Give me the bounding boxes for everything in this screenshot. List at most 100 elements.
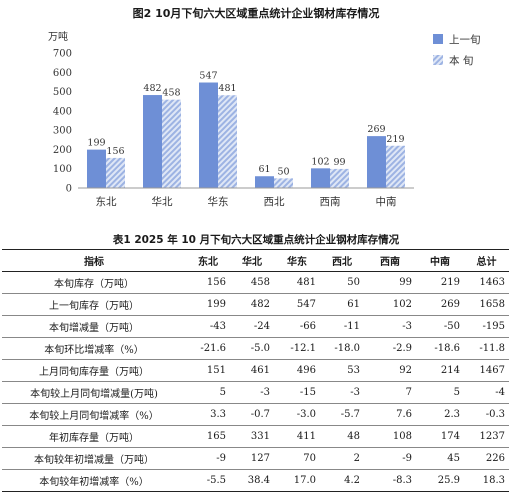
table-cell: 7 [364, 381, 416, 404]
table-cell: -66 [274, 315, 320, 338]
bar-curr [330, 168, 349, 188]
table-cell: -8.3 [364, 469, 416, 492]
legend-swatch [433, 34, 443, 44]
data-label: 482 [143, 83, 161, 94]
table-cell: 7.6 [364, 403, 416, 426]
table-cell: -5.0 [230, 337, 274, 360]
table-row: 本旬环比增减率（%） -21.6 -5.0 -12.1 -18.0 -2.9 -18.6 -1… [2, 337, 509, 360]
row-label: 本旬环比增减率（%） [2, 337, 186, 360]
table-header-indicator: 指标 [2, 249, 186, 272]
table-cell: 53 [320, 359, 364, 382]
row-label: 本旬较年初增减量（万吨） [2, 447, 186, 470]
table-cell: 1467 [464, 359, 509, 382]
table-cell: 4.2 [320, 469, 364, 492]
data-label: 61 [258, 164, 270, 175]
y-tick-label: 500 [53, 87, 72, 98]
table-cell: 214 [416, 359, 464, 382]
x-tick-label: 华北 [152, 195, 173, 208]
row-label: 本旬较年初增减率（%） [2, 469, 186, 492]
table-title: 表1 2025 年 10 月下旬六大区域重点统计企业钢材库存情况 [112, 234, 400, 246]
table-cell: 481 [274, 271, 320, 294]
table-cell: 50 [320, 271, 364, 294]
y-tick-label: 300 [53, 126, 72, 137]
data-label: 99 [333, 157, 345, 168]
table-cell: -9 [364, 447, 416, 470]
x-tick-label: 华东 [208, 195, 229, 208]
table-cell: -195 [464, 315, 509, 338]
table-cell: 331 [230, 425, 274, 448]
table-cell: 461 [230, 359, 274, 382]
legend-label: 本 旬 [449, 54, 473, 67]
bar-curr [386, 145, 405, 188]
table-cell: 174 [416, 425, 464, 448]
bar-chart: 图2 10月下旬六大区域重点统计企业钢材库存情况 万吨 0 100 200 300 40… [48, 6, 481, 208]
table-cell: 1463 [464, 271, 509, 294]
data-label: 102 [311, 156, 329, 167]
table-cell: -43 [186, 315, 230, 338]
bar-prev [311, 168, 330, 188]
y-axis: 0 100 200 300 400 500 600 700 [53, 49, 72, 195]
table-cell: 18.3 [464, 469, 509, 492]
table-cell: 458 [230, 271, 274, 294]
bar-prev [367, 136, 386, 188]
table-cell: -5.5 [186, 469, 230, 492]
table-cell: -50 [416, 315, 464, 338]
table-header-row: 指标 东北 华北 华东 西北 西南 中南 总计 [2, 249, 509, 272]
table-header-cell: 华东 [274, 249, 320, 272]
table-cell: -3 [364, 315, 416, 338]
legend-swatch [433, 55, 443, 65]
table-cell: -15 [274, 381, 320, 404]
y-tick-label: 0 [66, 184, 72, 195]
y-tick-label: 700 [53, 49, 72, 60]
row-label: 上月同旬库存量（万吨） [2, 359, 186, 382]
table-row: 年初库存量（万吨） 165 331 411 48 108 174 1237 [2, 425, 509, 448]
table-cell: 496 [274, 359, 320, 382]
row-label: 本旬库存（万吨） [2, 271, 186, 294]
data-table: 指标 东北 华北 华东 西北 西南 中南 总计 本旬库存（万吨） 156 458 481 50 99 21… [2, 249, 509, 492]
table-cell: 269 [416, 293, 464, 316]
bar-prev [199, 82, 218, 188]
x-tick-label: 西北 [264, 196, 285, 208]
table-cell: 411 [274, 425, 320, 448]
x-tick-label: 东北 [96, 195, 117, 208]
table-row: 本旬增减量（万吨） -43 -24 -66 -11 -3 -50 -195 [2, 315, 509, 338]
table-cell: 1658 [464, 293, 509, 316]
y-tick-label: 400 [53, 106, 72, 117]
data-label: 547 [199, 71, 217, 82]
table-cell: 2 [320, 447, 364, 470]
table-cell: -21.6 [186, 337, 230, 360]
table-header-cell: 西南 [364, 249, 416, 272]
x-tick-label: 中南 [376, 195, 397, 208]
row-label: 年初库存量（万吨） [2, 425, 186, 448]
table-row: 本旬较年初增减量（万吨） -9 127 70 2 -9 45 226 [2, 447, 509, 470]
y-axis-label: 万吨 [48, 30, 68, 43]
row-label: 本旬较上月同旬增减量(万吨) [2, 381, 186, 404]
table-cell: 102 [364, 293, 416, 316]
table-cell: -18.0 [320, 337, 364, 360]
table-cell: -3 [230, 381, 274, 404]
data-label: 458 [162, 88, 180, 99]
data-label: 156 [106, 146, 124, 157]
table-cell: 151 [186, 359, 230, 382]
table-cell: 199 [186, 293, 230, 316]
table-cell: -18.6 [416, 337, 464, 360]
table-cell: 70 [274, 447, 320, 470]
row-label: 上一旬库存（万吨） [2, 293, 186, 316]
table-cell: 226 [464, 447, 509, 470]
table-cell: -12.1 [274, 337, 320, 360]
table-cell: 45 [416, 447, 464, 470]
data-label: 50 [277, 166, 289, 177]
table-body: 本旬库存（万吨） 156 458 481 50 99 219 1463 上一旬库存（万吨） 199… [2, 271, 509, 492]
table-cell: 61 [320, 293, 364, 316]
table-cell: 48 [320, 425, 364, 448]
table-cell: 5 [416, 381, 464, 404]
table-cell: 25.9 [416, 469, 464, 492]
chart-title: 图2 10月下旬六大区域重点统计企业钢材库存情况 [133, 6, 380, 20]
table-cell: 92 [364, 359, 416, 382]
table-cell: -11 [320, 315, 364, 338]
table-row: 上一旬库存（万吨） 199 482 547 61 102 269 1658 [2, 293, 509, 316]
bar-curr [274, 178, 293, 188]
table-cell: 38.4 [230, 469, 274, 492]
table-cell: -5.7 [320, 403, 364, 426]
